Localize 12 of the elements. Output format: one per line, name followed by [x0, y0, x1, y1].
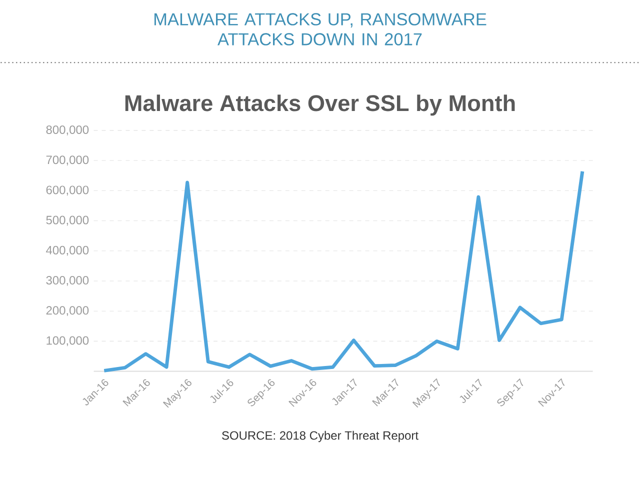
y-tick-label: 400,000 [46, 246, 89, 256]
y-tick-label: 700,000 [46, 156, 89, 166]
y-tick-label: 300,000 [46, 276, 89, 286]
y-tick-label: 200,000 [46, 306, 89, 316]
y-tick-label: 600,000 [46, 186, 89, 196]
y-tick-label: 500,000 [46, 216, 89, 226]
y-tick-label: 800,000 [46, 125, 89, 136]
source-note: SOURCE: 2018 Cyber Threat Report [222, 430, 418, 442]
chart-title: MALWARE ATTACKS UP, RANSOMWARE ATTACKS DOWN IN 2017 [154, 13, 486, 46]
y-tick-label: 100,000 [46, 336, 89, 346]
chart-subtitle: Malware Attacks Over SSL by Month [125, 94, 515, 116]
line-series [102, 170, 584, 372]
